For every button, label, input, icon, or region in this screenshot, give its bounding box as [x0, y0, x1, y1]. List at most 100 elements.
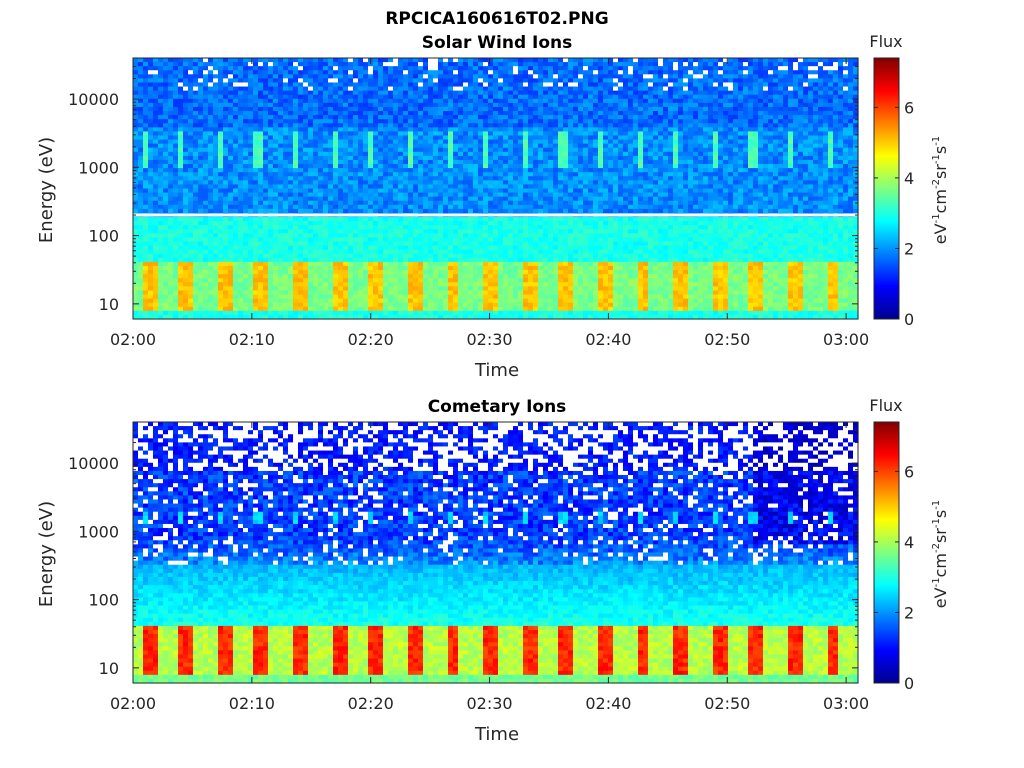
- heatmap-cell: [228, 270, 234, 275]
- heatmap-cell: [478, 265, 484, 271]
- heatmap-cell: [143, 204, 149, 210]
- heatmap-cell: [338, 196, 344, 202]
- heatmap-cell: [148, 78, 154, 84]
- heatmap-cell: [433, 119, 439, 124]
- heatmap-cell: [403, 70, 409, 75]
- heatmap-cell: [223, 102, 229, 108]
- heatmap-cell: [443, 314, 449, 320]
- heatmap-cell: [328, 131, 334, 137]
- heatmap-cell: [178, 131, 184, 137]
- heatmap-cell: [443, 274, 449, 279]
- heatmap-cell: [158, 127, 164, 133]
- heatmap-cell: [473, 98, 479, 104]
- heatmap-cell: [473, 253, 479, 259]
- heatmap-cell: [478, 94, 484, 100]
- heatmap-cell: [453, 290, 459, 296]
- heatmap-cell: [368, 192, 374, 198]
- heatmap-cell: [173, 78, 179, 84]
- heatmap-cell: [428, 155, 434, 161]
- heatmap-cell: [473, 102, 479, 108]
- heatmap-cell: [263, 82, 269, 88]
- heatmap-cell: [198, 221, 204, 226]
- heatmap-cell: [213, 131, 219, 137]
- heatmap-cell: [478, 229, 484, 234]
- heatmap-cell: [178, 249, 184, 255]
- heatmap-cell: [338, 184, 344, 190]
- heatmap-cell: [393, 314, 399, 320]
- heatmap-cell: [303, 200, 309, 206]
- heatmap-cell: [183, 119, 189, 124]
- heatmap-cell: [343, 86, 349, 92]
- heatmap-cell: [243, 127, 249, 133]
- heatmap-cell: [188, 115, 194, 120]
- heatmap-cell: [173, 127, 179, 133]
- heatmap-cell: [383, 208, 389, 214]
- heatmap-cell: [418, 98, 424, 104]
- heatmap-cell: [213, 196, 219, 202]
- heatmap-cell: [383, 155, 389, 161]
- heatmap-cell: [363, 208, 369, 214]
- heatmap-cell: [288, 74, 294, 79]
- heatmap-cell: [273, 119, 279, 124]
- heatmap-cell: [503, 306, 509, 312]
- heatmap-cell: [458, 90, 464, 96]
- heatmap-cell: [153, 176, 159, 181]
- heatmap-cell: [233, 139, 239, 145]
- heatmap-cell: [208, 82, 214, 88]
- heatmap-cell: [138, 135, 144, 141]
- heatmap-cell: [133, 176, 139, 181]
- heatmap-cell: [163, 98, 169, 104]
- heatmap-cell: [183, 257, 189, 263]
- heatmap-cell: [148, 257, 154, 263]
- heatmap-cell: [263, 176, 269, 181]
- heatmap-cell: [153, 208, 159, 214]
- heatmap-cell: [333, 274, 339, 279]
- heatmap-cell: [148, 196, 154, 202]
- heatmap-cell: [373, 261, 379, 267]
- heatmap-cell: [418, 164, 424, 169]
- heatmap-cell: [298, 147, 304, 153]
- heatmap-cell: [493, 265, 499, 271]
- heatmap-cell: [133, 123, 139, 128]
- heatmap-cell: [503, 229, 509, 234]
- heatmap-cell: [218, 172, 224, 177]
- heatmap-cell: [303, 270, 309, 275]
- heatmap-cell: [228, 294, 234, 300]
- heatmap-cell: [223, 172, 229, 177]
- heatmap-cell: [158, 192, 164, 198]
- heatmap-cell: [453, 270, 459, 275]
- heatmap-cell: [358, 135, 364, 141]
- heatmap-cell: [213, 127, 219, 133]
- heatmap-cell: [238, 94, 244, 100]
- heatmap-cell: [388, 200, 394, 206]
- heatmap-cell: [348, 298, 354, 304]
- heatmap-cell: [478, 147, 484, 153]
- heatmap-cell: [423, 94, 429, 100]
- heatmap-cell: [178, 204, 184, 210]
- heatmap-cell: [358, 225, 364, 230]
- heatmap-cell: [188, 257, 194, 263]
- heatmap-cell: [213, 225, 219, 230]
- heatmap-cell: [213, 192, 219, 198]
- heatmap-cell: [148, 102, 154, 108]
- heatmap-cell: [153, 74, 159, 79]
- heatmap-cell: [263, 147, 269, 153]
- heatmap-cell: [438, 184, 444, 190]
- heatmap-cell: [383, 221, 389, 226]
- heatmap-cell: [513, 119, 519, 124]
- heatmap-cell: [393, 278, 399, 283]
- heatmap-cell: [203, 314, 209, 320]
- heatmap-cell: [408, 245, 414, 251]
- heatmap-cell: [368, 208, 374, 214]
- heatmap-cell: [378, 70, 384, 75]
- heatmap-cell: [138, 111, 144, 116]
- heatmap-cell: [403, 74, 409, 79]
- heatmap-cell: [368, 106, 374, 112]
- heatmap-cell: [283, 135, 289, 141]
- heatmap-cell: [313, 274, 319, 279]
- heatmap-cell: [358, 298, 364, 304]
- heatmap-cell: [453, 90, 459, 96]
- heatmap-cell: [348, 290, 354, 296]
- heatmap-cell: [403, 115, 409, 120]
- heatmap-cell: [473, 233, 479, 239]
